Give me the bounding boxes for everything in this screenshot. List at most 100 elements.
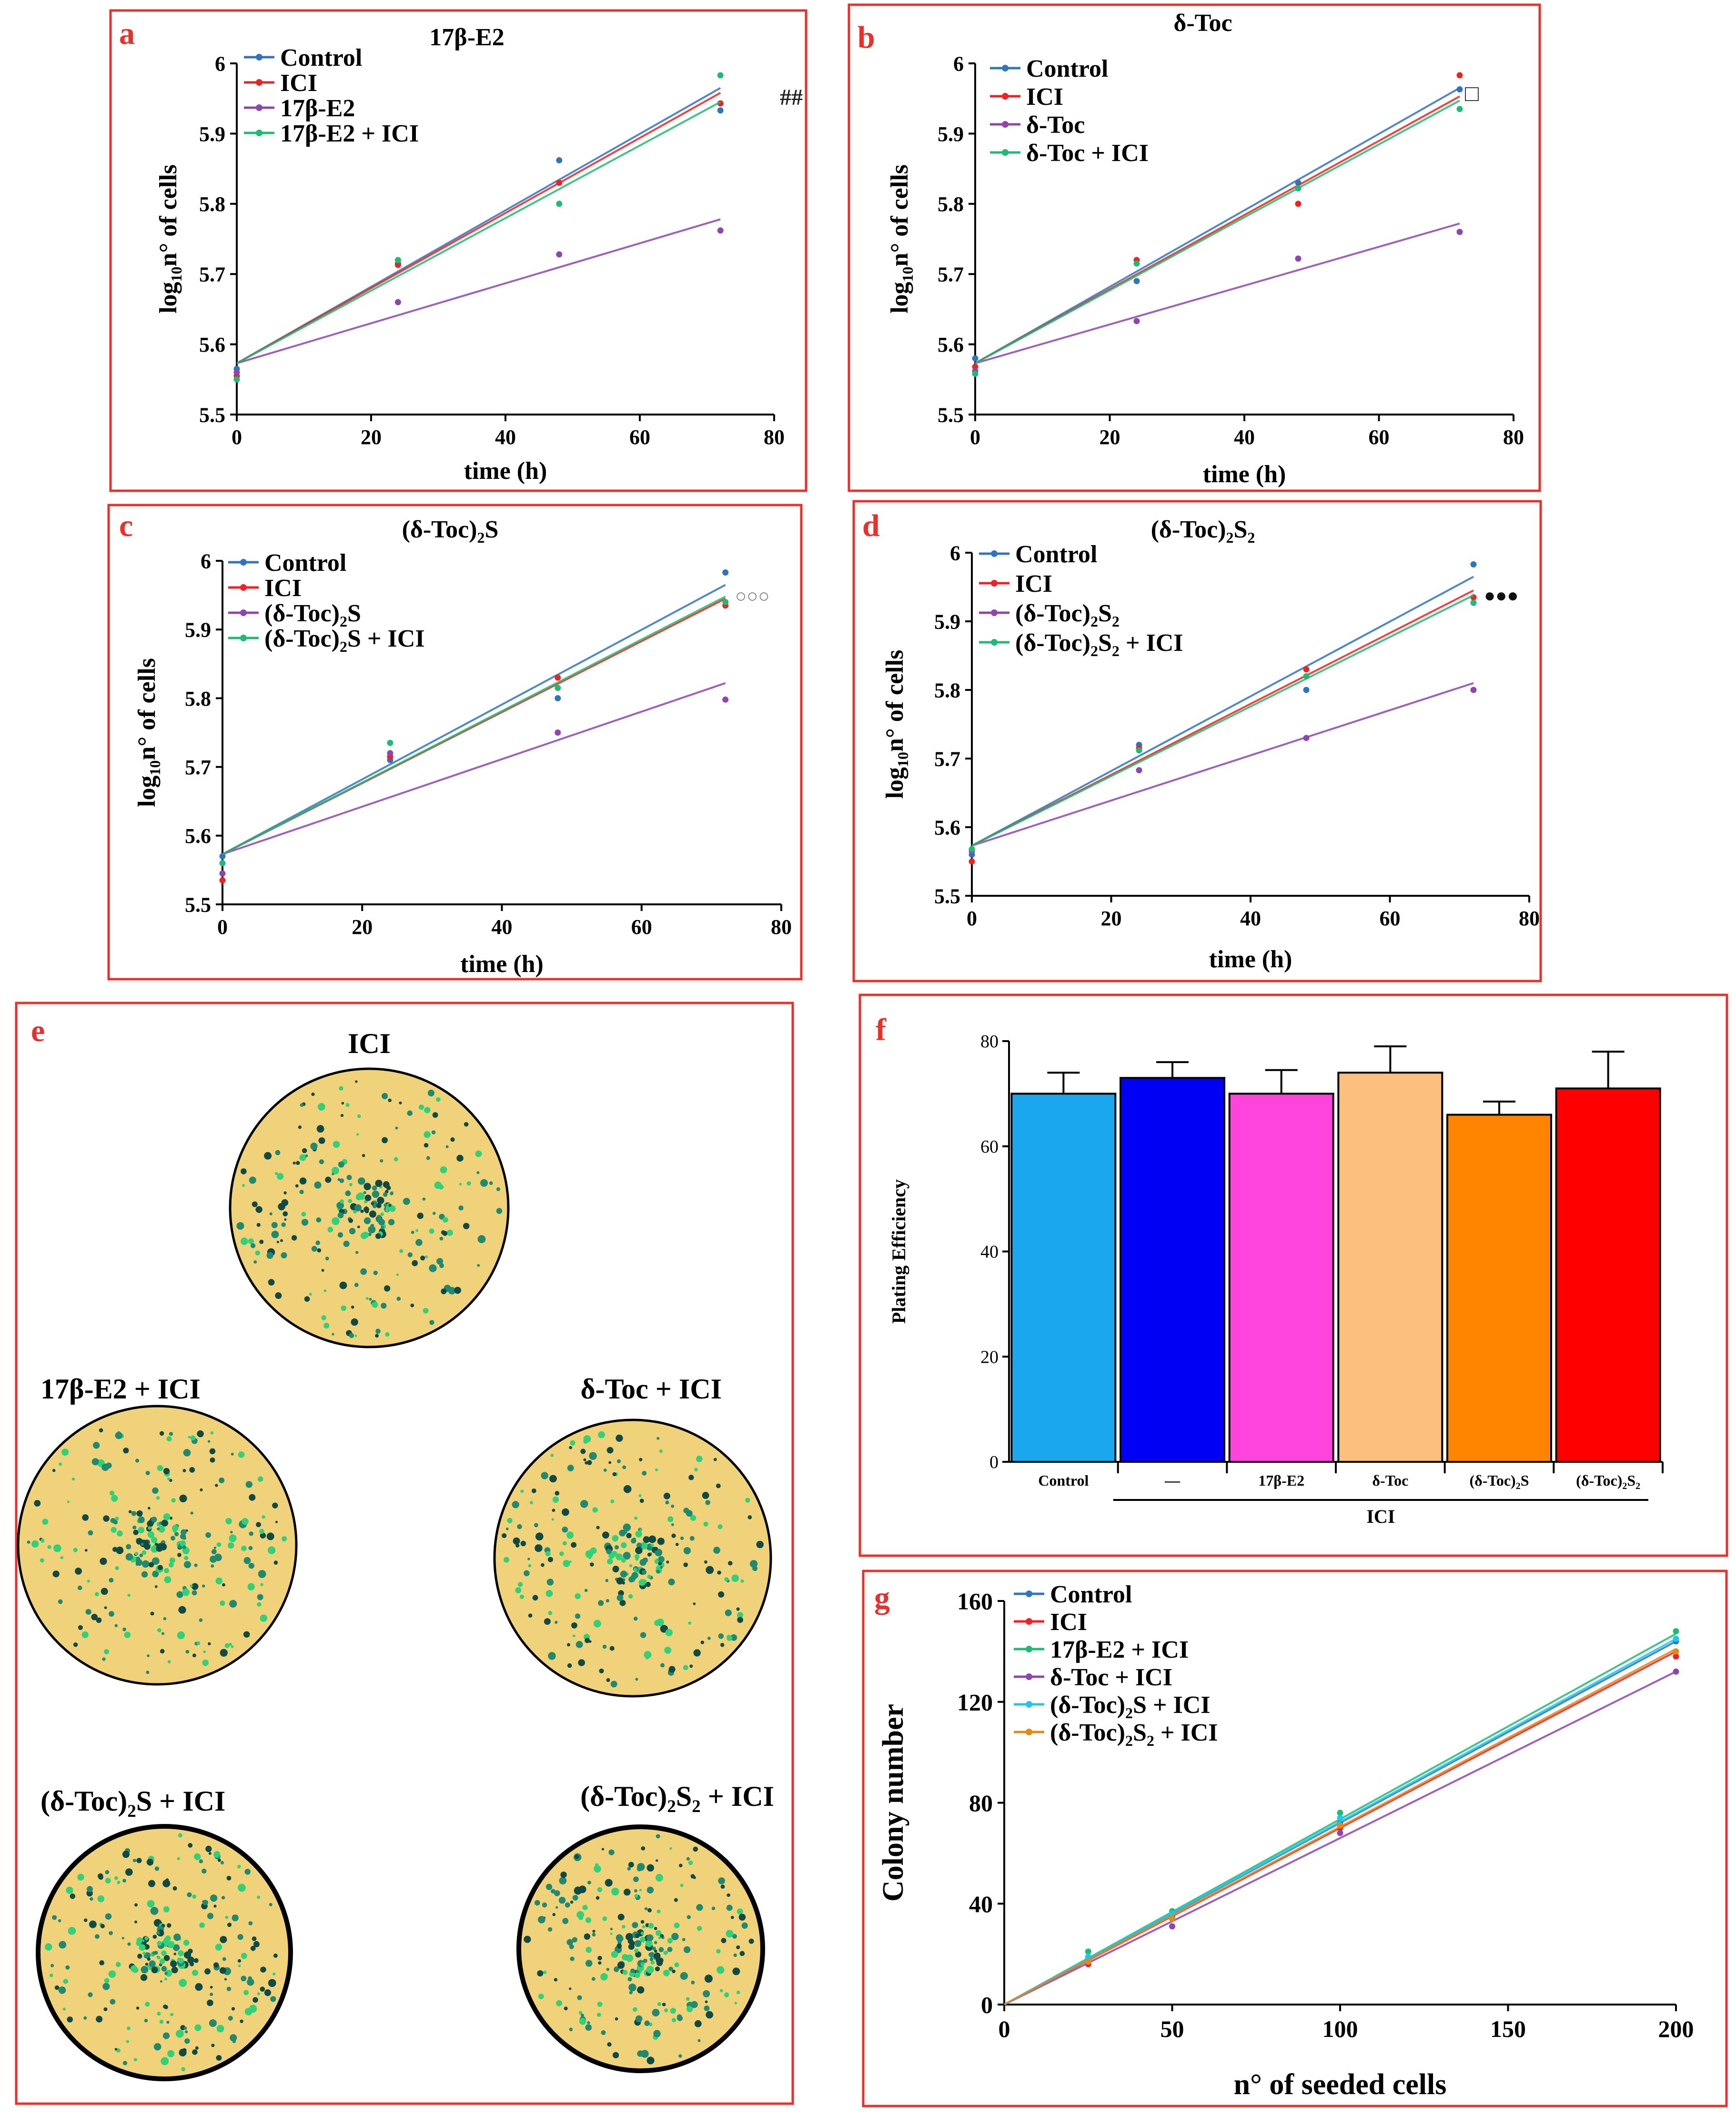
colony — [674, 1962, 679, 1967]
colony — [100, 1558, 107, 1565]
label-part: (δ-Toc) — [1050, 1719, 1125, 1746]
colony-cluster — [144, 1543, 151, 1550]
colony — [552, 1509, 555, 1512]
trend-line — [236, 101, 721, 365]
colony — [273, 1953, 278, 1958]
x-tick-label: 60 — [631, 915, 652, 939]
colony — [599, 1668, 604, 1673]
colony — [271, 1222, 278, 1228]
colony — [101, 1588, 108, 1595]
legend-label: Control — [1050, 1581, 1132, 1608]
colony — [704, 1975, 713, 1983]
colony-cluster — [143, 1954, 148, 1958]
colony — [167, 1660, 171, 1664]
colony-cluster — [126, 1544, 131, 1550]
legend-label: (δ-Toc)2S2 + ICI — [1015, 629, 1183, 659]
colony — [365, 1297, 369, 1300]
data-point — [717, 227, 724, 234]
colony — [194, 1853, 201, 1860]
colony — [614, 1966, 619, 1972]
colony — [477, 1235, 486, 1244]
colony — [736, 1607, 740, 1611]
legend-swatch-marker — [256, 130, 262, 136]
colony — [269, 1212, 273, 1216]
data-point — [219, 860, 226, 866]
trend-line — [236, 92, 721, 365]
colony — [617, 1914, 625, 1921]
colony — [605, 1879, 613, 1887]
data-point — [555, 685, 561, 691]
colony — [394, 1157, 398, 1162]
colony — [248, 1546, 253, 1550]
colony — [160, 1649, 165, 1654]
colony-cluster — [654, 1547, 658, 1551]
colony — [424, 1131, 431, 1138]
colony — [659, 1449, 663, 1453]
colony — [739, 1951, 745, 1956]
colony-cluster — [142, 1952, 146, 1955]
colony-cluster — [629, 1564, 633, 1568]
colony — [276, 1240, 279, 1244]
colony — [606, 1599, 609, 1603]
y-tick-label: 5.8 — [938, 192, 964, 216]
colony — [429, 1228, 434, 1234]
colony — [434, 1181, 442, 1189]
colony — [83, 1918, 88, 1922]
colony — [52, 1570, 60, 1578]
data-point — [556, 251, 563, 258]
colony — [606, 1447, 614, 1454]
data-point — [387, 739, 394, 746]
colony-cluster — [611, 1951, 618, 1958]
data-point — [722, 696, 729, 703]
colony — [570, 1956, 575, 1961]
data-point — [387, 750, 394, 757]
colony — [242, 1518, 249, 1525]
colony-cluster — [141, 1542, 144, 1546]
colony — [84, 1549, 88, 1552]
colony — [654, 1620, 660, 1626]
colony — [323, 1289, 327, 1293]
colony-cluster — [180, 1540, 186, 1547]
colony — [75, 1568, 82, 1575]
label-part: log — [886, 282, 913, 313]
colony-cluster — [383, 1181, 390, 1188]
colony — [410, 1303, 414, 1307]
colony — [507, 1518, 513, 1524]
label-part: 17β-E2 — [1258, 1472, 1304, 1489]
x-tick-label: 0 — [970, 425, 980, 449]
colony — [208, 1642, 211, 1646]
colony — [694, 2020, 702, 2027]
colony — [145, 2002, 150, 2007]
label-part: S — [1098, 600, 1112, 627]
colony — [562, 1526, 568, 1533]
y-tick-label: 0 — [989, 1452, 999, 1472]
colony — [612, 1472, 616, 1477]
colony — [96, 2016, 103, 2023]
colony-cluster — [345, 1190, 351, 1196]
panel-letter: c — [119, 508, 133, 543]
colony-cluster — [635, 1554, 640, 1559]
colony-cluster — [643, 1958, 647, 1963]
label-part: log — [133, 775, 161, 807]
colony — [686, 1915, 691, 1919]
data-point — [1303, 673, 1310, 679]
colony — [665, 1629, 673, 1637]
colony — [243, 1557, 251, 1564]
colony — [728, 1560, 733, 1566]
colony — [114, 1876, 118, 1880]
colony — [610, 1681, 617, 1688]
colony — [275, 1150, 281, 1155]
colony — [269, 1903, 273, 1906]
colony-cluster — [148, 1526, 151, 1530]
colony — [210, 1555, 217, 1563]
x-category-label: δ-Toc — [1372, 1472, 1408, 1489]
y-axis-label: log10n° of cells — [886, 164, 916, 314]
colony — [249, 1176, 256, 1184]
label-part: Control — [1015, 541, 1097, 568]
legend-label: δ-Toc + ICI — [1050, 1664, 1172, 1691]
colony — [172, 1886, 177, 1891]
colony-cluster — [134, 1551, 139, 1556]
colony — [73, 1548, 78, 1552]
colony — [133, 2058, 137, 2062]
